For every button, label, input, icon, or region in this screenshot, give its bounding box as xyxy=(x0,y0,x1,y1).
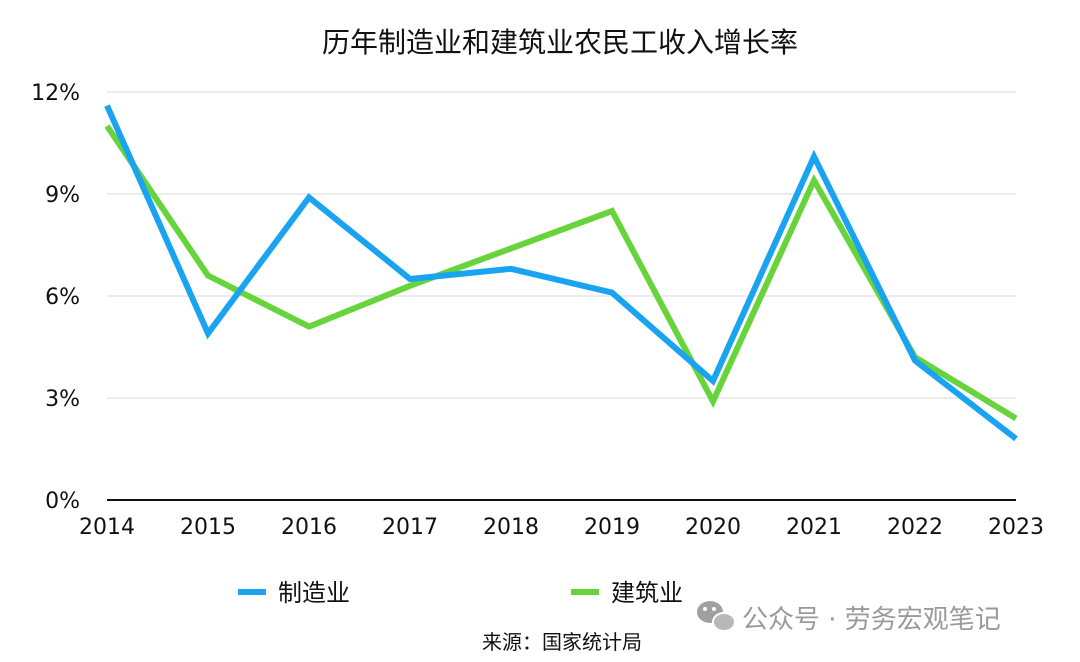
y-tick-label: 9% xyxy=(45,183,80,208)
y-tick-label: 3% xyxy=(45,387,80,412)
y-tick-label: 6% xyxy=(45,285,80,310)
legend-item: 制造业 xyxy=(238,579,350,607)
x-tick-label: 2019 xyxy=(584,515,640,540)
legend-label: 制造业 xyxy=(278,579,350,607)
x-tick-label: 2020 xyxy=(685,515,741,540)
x-tick-label: 2017 xyxy=(382,515,438,540)
series-layer xyxy=(104,104,1018,442)
legend-label: 建筑业 xyxy=(611,579,683,607)
y-axis-ticks: 0% 3% 6% 9% 12% xyxy=(31,81,80,514)
x-tick-label: 2018 xyxy=(483,515,539,540)
series-line-manufacturing xyxy=(104,104,1018,442)
source-note: 来源：国家统计局 xyxy=(482,630,642,654)
watermark-text: 公众号 · 劳务宏观笔记 xyxy=(742,605,1001,635)
legend-item: 建筑业 xyxy=(571,579,683,607)
x-tick-label: 2021 xyxy=(786,515,842,540)
x-axis-ticks: 2014 2015 2016 2017 2018 2019 2020 2021 2022 2023 xyxy=(79,515,1044,540)
series-line-construction xyxy=(104,124,1018,421)
y-tick-label: 0% xyxy=(45,489,80,514)
y-tick-label: 12% xyxy=(31,81,80,106)
x-tick-label: 2022 xyxy=(887,515,943,540)
watermark: 公众号 · 劳务宏观笔记 xyxy=(697,601,1001,635)
grid-layer xyxy=(107,91,1016,501)
x-tick-label: 2014 xyxy=(79,515,135,540)
x-tick-label: 2016 xyxy=(281,515,337,540)
legend: 制造业 建筑业 xyxy=(238,579,683,607)
x-tick-label: 2023 xyxy=(988,515,1044,540)
x-tick-label: 2015 xyxy=(180,515,236,540)
wechat-icon xyxy=(697,601,736,632)
chart-title: 历年制造业和建筑业农民工收入增长率 xyxy=(322,26,798,59)
